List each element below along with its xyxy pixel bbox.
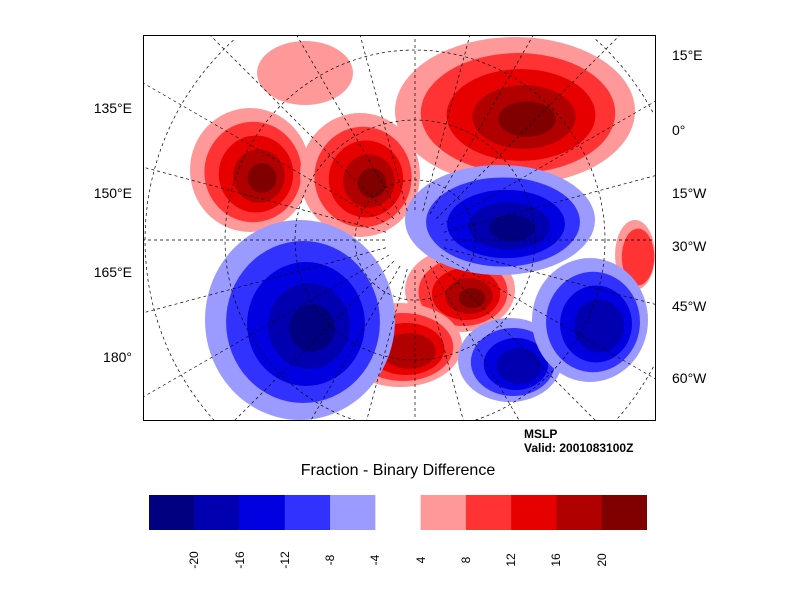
positive-contour (458, 287, 486, 309)
colorbar-tick-label: 16 (549, 553, 564, 567)
negative-contour (289, 304, 335, 352)
colorbar-box (239, 495, 286, 530)
right-lon-label: 15°W (672, 185, 707, 201)
positive-contour (257, 41, 353, 105)
positive-contour (357, 168, 387, 198)
meridian-line (233, 260, 395, 421)
left-lon-label: 180° (103, 349, 132, 365)
meridian-line (209, 35, 395, 220)
left-lon-label: 165°E (93, 264, 132, 280)
right-lon-label: 60°W (672, 370, 707, 386)
latitude-circle (615, 366, 654, 421)
colorbar-tick-label: 8 (458, 556, 473, 564)
plot-title: Fraction - Binary Difference (300, 462, 496, 479)
meridian-line (435, 260, 597, 421)
map-frame (143, 35, 656, 421)
meridian-line (435, 35, 621, 220)
colorbar-tick-label: 4 (413, 556, 428, 564)
meridian-line (443, 247, 656, 305)
right-lon-label: 15°E (672, 47, 703, 63)
colorbar-tick-label: -16 (232, 551, 247, 569)
colorbar-box (511, 495, 557, 530)
colorbar-tick-label: -8 (323, 554, 338, 566)
info-block: MSLP Valid: 2001083100Z (524, 427, 633, 455)
colorbar (149, 495, 647, 530)
positive-contour (247, 163, 277, 193)
colorbar-box (556, 495, 603, 530)
colorbar-tick-label: -4 (368, 554, 383, 566)
colorbar-box (149, 495, 195, 530)
right-lon-label: 0° (672, 122, 686, 138)
negative-contour (574, 299, 624, 353)
colorbar-box (284, 495, 331, 530)
meridian-line (422, 35, 471, 212)
colorbar-box (375, 495, 421, 530)
meridian-line (143, 254, 390, 398)
negative-contour (496, 347, 542, 385)
left-lon-label: 150°E (93, 185, 132, 201)
colorbar-box (465, 495, 512, 530)
contour-map (143, 35, 656, 421)
positive-contour (498, 101, 556, 137)
colorbar-tick-label: -20 (187, 551, 202, 569)
positive-contour (621, 228, 655, 286)
latitude-circle (595, 39, 654, 114)
latitude-circle (224, 49, 606, 421)
meridian-line (422, 268, 464, 421)
latitude-circle (473, 239, 606, 421)
variable-label: MSLP (524, 427, 558, 441)
meridian-line (296, 35, 401, 215)
valid-time-label: Valid: 2001083100Z (524, 441, 634, 455)
latitude-circle (144, 39, 235, 421)
left-lon-label: 135°E (93, 100, 132, 116)
colorbar-box (330, 495, 376, 530)
colorbar-tick-label: -12 (277, 551, 292, 569)
colorbar-box (420, 495, 467, 530)
right-lon-label: 30°W (672, 238, 707, 254)
right-lon-label: 45°W (672, 298, 707, 314)
colorbar-tick-label: 20 (594, 553, 609, 567)
colorbar-tick-label: 12 (504, 553, 519, 567)
meridian-line (366, 268, 408, 421)
meridian-line (440, 254, 656, 380)
colorbar-box (601, 495, 647, 530)
negative-contour (489, 214, 535, 242)
meridian-line (359, 35, 408, 212)
meridian-line (443, 175, 656, 233)
colorbar-box (194, 495, 240, 530)
meridian-line (143, 82, 390, 226)
meridian-line (429, 35, 534, 215)
meridian-line (440, 100, 656, 226)
